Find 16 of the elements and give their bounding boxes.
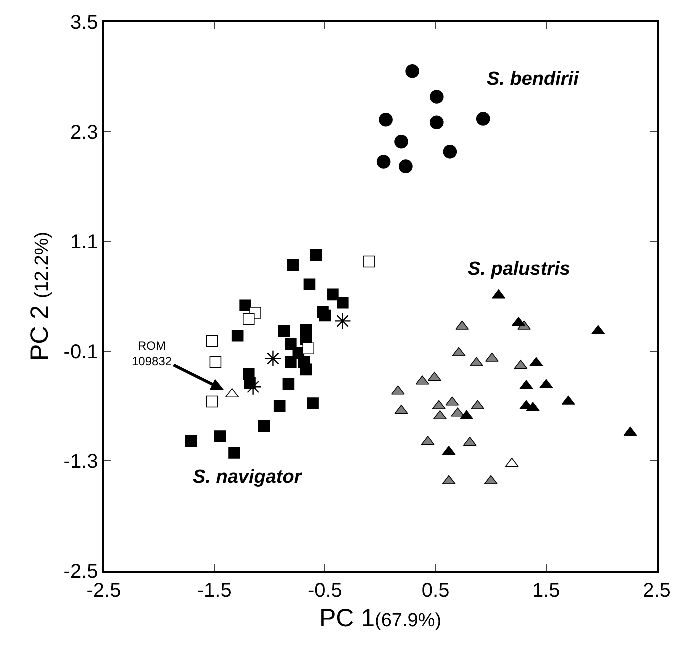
y-axis-title: PC 2 (12.2%): [26, 232, 54, 362]
annotation: S. palustris: [468, 259, 570, 280]
y-tick-label: -0.1: [64, 341, 98, 364]
x-tick-label: -1.5: [197, 580, 232, 602]
annotation: ROM 109832: [132, 339, 172, 369]
x-axis-title: PC 1(67.9%): [319, 604, 442, 632]
x-tick-label: 2.5: [643, 580, 671, 602]
x-tick-label: 0.5: [422, 580, 450, 602]
annotation: S. bendirii: [487, 69, 580, 90]
x-tick-label: -0.5: [308, 580, 342, 602]
y-tick-label: 2.3: [70, 122, 98, 144]
y-tick-label: 1.1: [70, 232, 98, 254]
x-tick-label: 1.5: [532, 580, 560, 602]
y-tick-label: 3.5: [70, 12, 98, 34]
annotation: S. navigator: [193, 467, 304, 488]
y-tick-label: -1.3: [64, 451, 98, 474]
